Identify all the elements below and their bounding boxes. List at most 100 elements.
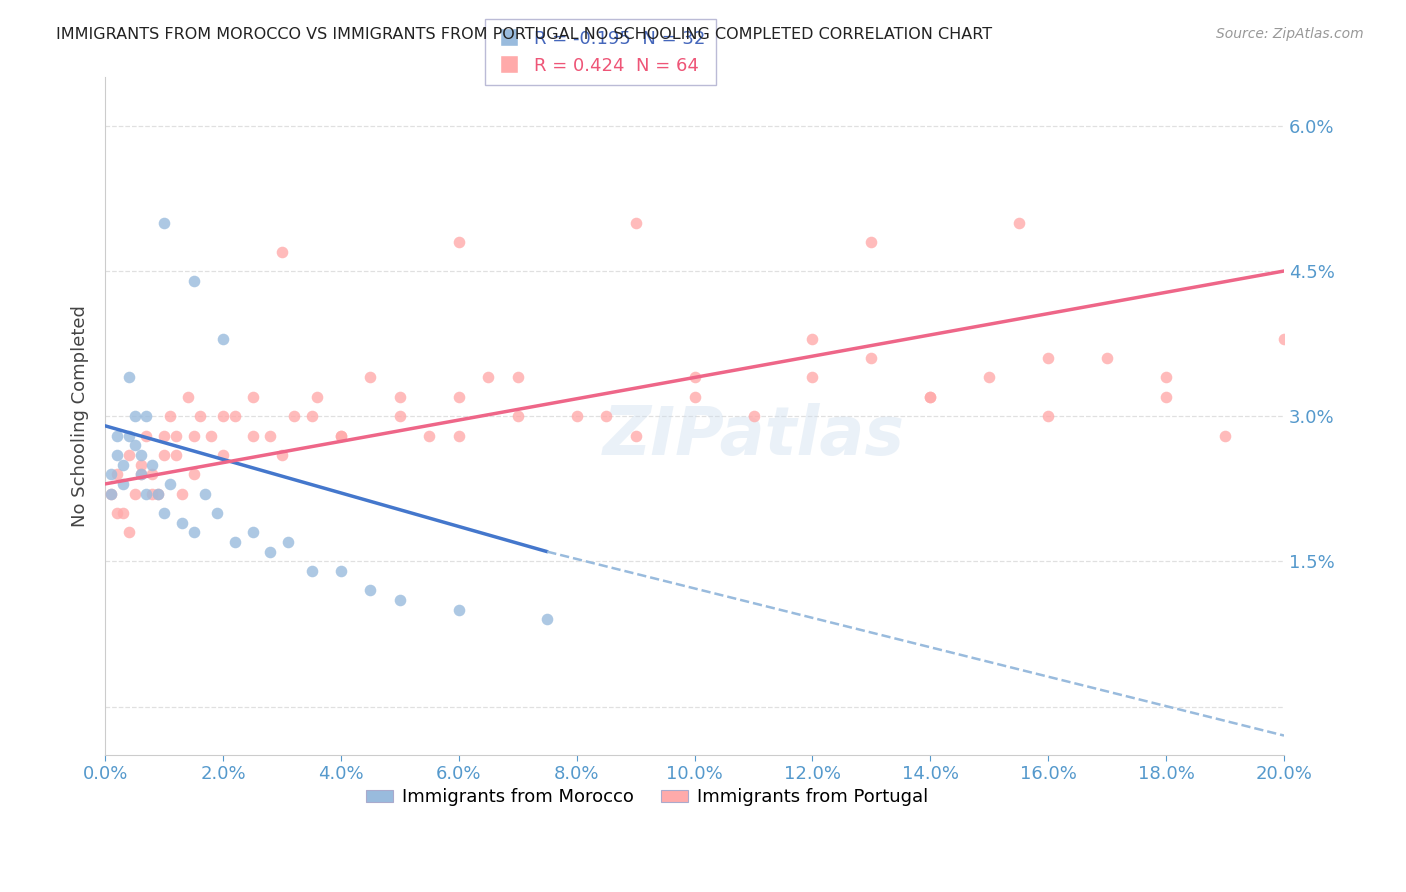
Point (418, 428, 440, 442)
Point (277, 535, 299, 549)
Point (105, 428, 128, 442)
Point (388, 409, 411, 424)
Point (124, 438, 146, 452)
Point (388, 390, 411, 404)
Point (1038, 409, 1060, 424)
Point (506, 370, 529, 384)
Point (153, 428, 176, 442)
Point (271, 448, 294, 462)
Point (259, 428, 281, 442)
Point (183, 467, 205, 482)
Point (536, 612, 558, 626)
Point (148, 486, 170, 500)
Point (565, 409, 588, 424)
Point (1213, 428, 1236, 442)
Point (188, 409, 211, 424)
Point (153, 448, 176, 462)
Point (242, 390, 264, 404)
Legend: Immigrants from Morocco, Immigrants from Portugal: Immigrants from Morocco, Immigrants from… (359, 781, 936, 814)
Point (624, 216, 647, 230)
Point (1038, 351, 1060, 365)
Point (212, 448, 235, 462)
Point (111, 477, 134, 491)
Point (477, 370, 499, 384)
Point (129, 458, 152, 472)
Point (447, 603, 470, 617)
Point (624, 428, 647, 442)
Point (111, 458, 134, 472)
Text: ZIPatlas: ZIPatlas (603, 403, 904, 469)
Point (100, 486, 122, 500)
Point (153, 506, 176, 520)
Point (148, 486, 170, 500)
Point (242, 525, 264, 540)
Point (170, 516, 193, 530)
Point (860, 235, 883, 249)
Point (242, 428, 264, 442)
Point (177, 390, 200, 404)
Point (742, 409, 765, 424)
Point (447, 235, 470, 249)
Point (330, 428, 353, 442)
Point (307, 390, 329, 404)
Point (141, 458, 163, 472)
Point (141, 467, 163, 482)
Point (447, 390, 470, 404)
Point (135, 486, 157, 500)
Point (359, 583, 381, 598)
Point (159, 409, 181, 424)
Point (135, 428, 157, 442)
Point (194, 486, 217, 500)
Point (124, 409, 146, 424)
Point (111, 506, 134, 520)
Point (124, 486, 146, 500)
Point (920, 390, 942, 404)
Point (683, 370, 706, 384)
Point (801, 370, 824, 384)
Point (205, 506, 228, 520)
Point (801, 332, 824, 346)
Point (860, 351, 883, 365)
Point (920, 390, 942, 404)
Point (224, 409, 246, 424)
Point (301, 564, 323, 578)
Point (170, 486, 193, 500)
Point (301, 409, 323, 424)
Point (200, 428, 222, 442)
Point (118, 525, 141, 540)
Point (259, 544, 281, 558)
Point (105, 506, 128, 520)
Point (183, 274, 205, 288)
Point (100, 486, 122, 500)
Point (153, 216, 176, 230)
Point (118, 448, 141, 462)
Point (683, 390, 706, 404)
Point (100, 467, 122, 482)
Point (135, 409, 157, 424)
Point (271, 244, 294, 259)
Text: Source: ZipAtlas.com: Source: ZipAtlas.com (1216, 27, 1364, 41)
Point (447, 428, 470, 442)
Point (224, 535, 246, 549)
Point (118, 428, 141, 442)
Point (283, 409, 305, 424)
Point (1008, 216, 1031, 230)
Point (183, 428, 205, 442)
Point (595, 409, 617, 424)
Point (159, 477, 181, 491)
Point (183, 525, 205, 540)
Point (212, 332, 235, 346)
Point (1154, 370, 1177, 384)
Point (330, 428, 353, 442)
Point (979, 370, 1001, 384)
Point (330, 564, 353, 578)
Point (129, 467, 152, 482)
Point (141, 486, 163, 500)
Point (129, 448, 152, 462)
Point (105, 467, 128, 482)
Point (1095, 351, 1118, 365)
Y-axis label: No Schooling Completed: No Schooling Completed (72, 305, 89, 527)
Point (388, 593, 411, 607)
Text: IMMIGRANTS FROM MOROCCO VS IMMIGRANTS FROM PORTUGAL NO SCHOOLING COMPLETED CORRE: IMMIGRANTS FROM MOROCCO VS IMMIGRANTS FR… (56, 27, 993, 42)
Point (1272, 332, 1295, 346)
